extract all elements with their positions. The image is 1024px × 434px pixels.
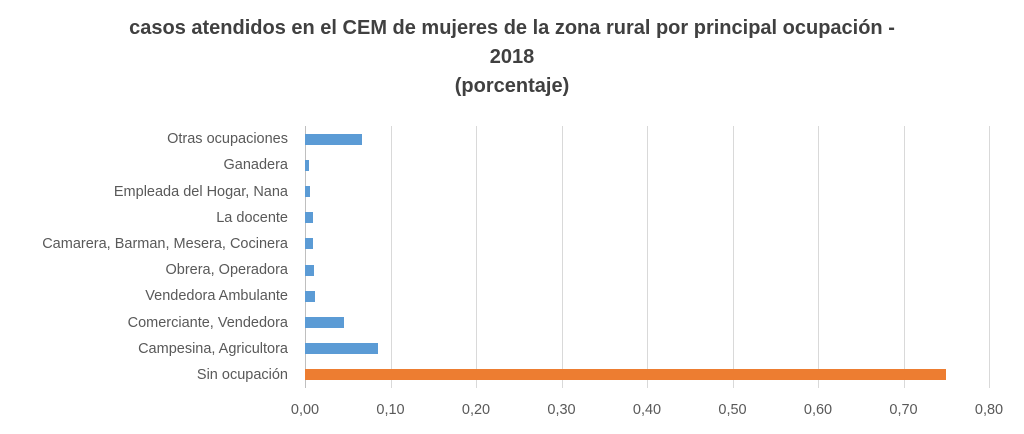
category-label: Sin ocupación (196, 366, 288, 383)
category-label: Comerciante, Vendedora (127, 314, 288, 331)
gridline (561, 126, 563, 388)
gridline (732, 126, 734, 388)
bar (305, 343, 378, 355)
chart-title-line-1: casos atendidos en el CEM de mujeres de … (129, 17, 895, 39)
x-tick-label: 0,30 (547, 402, 576, 418)
category-label: Ganadera (223, 157, 289, 174)
bar (305, 186, 311, 197)
category-label: Camarera, Barman, Mesera, Cocinera (42, 235, 288, 252)
x-tick-label: 0,10 (376, 402, 405, 418)
x-tick-label: 0,60 (803, 402, 833, 418)
gridline (390, 126, 392, 388)
bar (305, 212, 313, 224)
bar (305, 264, 315, 276)
gridline (476, 126, 477, 388)
bar (305, 290, 316, 302)
x-tick-label: 0,50 (718, 402, 747, 418)
bar (305, 238, 313, 250)
category-label: Empleada del Hogar, Nana (113, 183, 288, 200)
x-tick-label: 0,20 (461, 402, 491, 418)
chart-title-line-3: (porcentaje) (454, 75, 570, 97)
plot-area (305, 126, 990, 388)
category-label: Otras ocupaciones (167, 131, 288, 148)
bar (305, 133, 363, 145)
category-label: La docente (216, 209, 288, 226)
gridline (903, 126, 905, 388)
chart-title: casos atendidos en el CEM de mujeres de … (0, 14, 1024, 101)
y-axis-line (305, 126, 306, 388)
chart-title-line-2: 2018 (489, 46, 535, 68)
gridline (989, 126, 990, 388)
bar (305, 317, 345, 328)
bar (305, 159, 310, 171)
x-tick-label: 0,70 (889, 402, 918, 418)
x-tick-label: 0,00 (290, 402, 320, 418)
x-tick-label: 0,40 (632, 402, 662, 418)
gridline (647, 126, 648, 388)
category-label: Campesina, Agricultora (138, 340, 288, 357)
bar (305, 369, 947, 381)
x-tick-label: 0,80 (974, 402, 1004, 418)
gridline (818, 126, 819, 388)
category-label: Vendedora Ambulante (145, 288, 288, 305)
category-label: Obrera, Operadora (165, 262, 288, 279)
